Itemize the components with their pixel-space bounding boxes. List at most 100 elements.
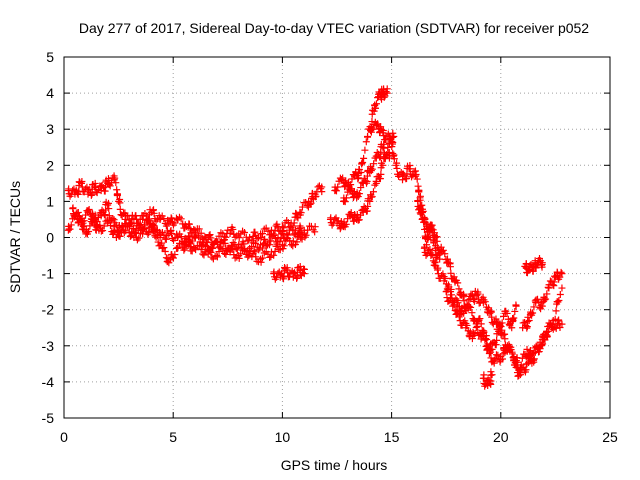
data-point [111, 174, 119, 182]
data-point [488, 371, 496, 379]
data-point [257, 258, 265, 266]
data-point [195, 225, 203, 233]
data-point [219, 246, 227, 254]
data-point [450, 301, 458, 309]
data-point [141, 225, 149, 233]
data-point [318, 183, 326, 191]
data-point [381, 153, 389, 161]
data-point [258, 230, 266, 238]
data-point [233, 246, 241, 254]
data-point [332, 187, 340, 195]
x-tick-labels: 0 5 10 15 20 25 [60, 429, 618, 445]
data-point [543, 328, 551, 336]
data-point [206, 231, 214, 239]
data-point [116, 205, 124, 213]
data-point [66, 225, 74, 233]
data-point [317, 185, 325, 193]
data-point [493, 336, 501, 344]
data-point [293, 238, 301, 246]
data-point [508, 350, 516, 358]
y-tick-label: 3 [46, 121, 54, 137]
data-point [177, 233, 185, 241]
data-point [481, 298, 489, 306]
data-point [487, 368, 495, 376]
data-point [235, 234, 243, 242]
data-point [476, 315, 484, 323]
data-point [104, 201, 112, 209]
data-point [530, 349, 538, 357]
data-point [523, 360, 531, 368]
data-point [171, 251, 179, 259]
data-point [160, 215, 168, 223]
chart-title: Day 277 of 2017, Sidereal Day-to-day VTE… [79, 20, 589, 36]
data-point [357, 169, 365, 177]
data-point [262, 242, 270, 250]
data-point [499, 331, 507, 339]
data-point [266, 253, 274, 261]
data-point [276, 237, 284, 245]
data-point [435, 249, 443, 257]
data-point [261, 235, 269, 243]
data-point [185, 220, 193, 228]
data-point [241, 229, 249, 237]
data-point [240, 240, 248, 248]
data-point [362, 138, 370, 146]
data-point [380, 93, 388, 101]
data-point [511, 307, 519, 315]
data-point [399, 176, 407, 184]
data-point [213, 253, 221, 261]
data-point [556, 291, 564, 299]
data-point [210, 239, 218, 247]
y-tick-label: -3 [42, 338, 55, 354]
data-point [428, 225, 436, 233]
data-point [552, 324, 560, 332]
data-point [162, 254, 170, 262]
data-point [372, 154, 380, 162]
data-point [545, 319, 553, 327]
data-point [168, 215, 176, 223]
data-point [297, 209, 305, 217]
data-point [455, 285, 463, 293]
y-tick-label: -2 [42, 302, 55, 318]
data-point [368, 193, 376, 201]
data-point [426, 245, 434, 253]
data-point [482, 335, 490, 343]
data-point [501, 335, 509, 343]
data-point [226, 246, 234, 254]
data-point [221, 239, 229, 247]
data-point [158, 239, 166, 247]
data-point [77, 215, 85, 223]
data-point [193, 231, 201, 239]
data-point [538, 259, 546, 267]
data-point [253, 235, 261, 243]
data-point [203, 243, 211, 251]
data-point [342, 220, 350, 228]
data-point [421, 219, 429, 227]
data-point [146, 219, 154, 227]
y-tick-label: 4 [46, 85, 54, 101]
data-point [355, 190, 363, 198]
data-point [543, 290, 551, 298]
data-point [393, 164, 401, 172]
data-point [85, 228, 93, 236]
data-point [290, 219, 298, 227]
data-point [177, 215, 185, 223]
data-point [298, 203, 306, 211]
data-point [341, 198, 349, 206]
data-point [390, 155, 398, 163]
data-point [558, 270, 566, 278]
data-point [203, 238, 211, 246]
data-point [471, 329, 479, 337]
data-point [372, 104, 380, 112]
data-point [369, 125, 377, 133]
data-points [64, 85, 566, 390]
data-point [463, 321, 471, 329]
data-point [99, 227, 107, 235]
data-point [552, 307, 560, 315]
data-point [251, 239, 259, 247]
data-point [266, 241, 274, 249]
data-point [258, 254, 266, 262]
data-point [389, 129, 397, 137]
data-point [385, 154, 393, 162]
data-point [542, 295, 550, 303]
